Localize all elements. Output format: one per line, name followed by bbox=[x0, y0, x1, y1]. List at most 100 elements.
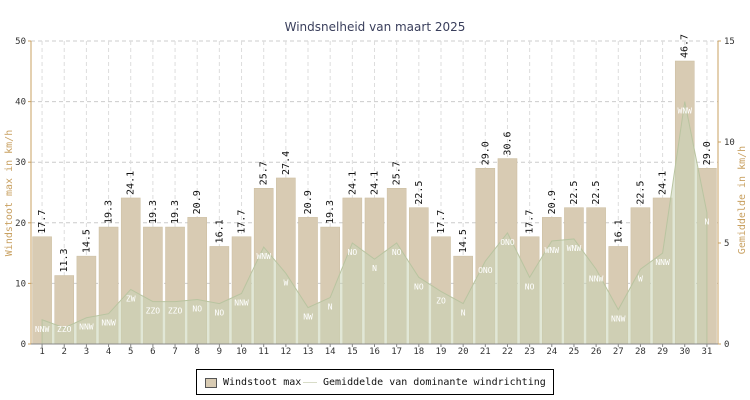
x-tick-label: 21 bbox=[480, 347, 491, 357]
value-label: 16.1 bbox=[214, 219, 225, 243]
direction-label: ZZO bbox=[146, 307, 161, 316]
value-label: 22.5 bbox=[414, 181, 425, 205]
x-tick-label: 20 bbox=[458, 347, 469, 357]
direction-label: WNW bbox=[256, 252, 271, 261]
x-tick-label: 5 bbox=[128, 347, 133, 357]
direction-label: N bbox=[328, 303, 333, 312]
y2-axis-label: Gemiddelde in km/h bbox=[737, 146, 748, 254]
x-tick-label: 19 bbox=[436, 347, 447, 357]
value-label: 24.1 bbox=[126, 171, 137, 195]
chart-title: Windsnelheid van maart 2025 bbox=[285, 20, 466, 34]
value-label: 22.5 bbox=[591, 181, 602, 205]
y-axis-label: Windstoot max in km/h bbox=[4, 130, 15, 256]
x-tick-label: 9 bbox=[217, 347, 222, 357]
y-tick-label: 0 bbox=[21, 340, 26, 350]
direction-label: WNW bbox=[545, 246, 560, 255]
direction-label: N bbox=[461, 309, 466, 318]
y-tick-label: 50 bbox=[15, 37, 26, 47]
y-tick-label: 10 bbox=[15, 279, 26, 289]
direction-label: NNW bbox=[589, 274, 604, 283]
value-label: 24.1 bbox=[347, 171, 358, 195]
value-label: 20.9 bbox=[192, 190, 203, 214]
direction-label: NNW bbox=[79, 323, 94, 332]
value-label: 17.7 bbox=[525, 210, 536, 234]
direction-label: ONO bbox=[500, 238, 515, 247]
x-tick-label: 15 bbox=[347, 347, 358, 357]
x-tick-label: 8 bbox=[194, 347, 199, 357]
y2-tick-label: 5 bbox=[724, 239, 729, 249]
direction-label: ZW bbox=[126, 294, 136, 303]
direction-label: ZZO bbox=[57, 325, 72, 334]
direction-label: NO bbox=[192, 305, 202, 314]
value-label: 29.0 bbox=[702, 141, 713, 165]
x-tick-label: 23 bbox=[524, 347, 535, 357]
x-tick-label: 16 bbox=[369, 347, 380, 357]
direction-label: NNW bbox=[611, 315, 626, 324]
y-tick-label: 20 bbox=[15, 219, 26, 229]
x-tick-label: 26 bbox=[591, 347, 602, 357]
x-tick-label: 18 bbox=[413, 347, 424, 357]
value-label: 27.4 bbox=[281, 151, 292, 175]
direction-label: NNW bbox=[234, 299, 249, 308]
direction-label: N bbox=[705, 218, 710, 227]
x-tick-label: 28 bbox=[635, 347, 646, 357]
y-tick-labels: 0 10 20 30 40 50 bbox=[15, 37, 31, 350]
value-label: 29.0 bbox=[480, 141, 491, 165]
value-label: 46.7 bbox=[680, 34, 691, 58]
direction-label: ZO bbox=[436, 296, 446, 305]
direction-label: ONO bbox=[478, 266, 493, 275]
x-tick-label: 25 bbox=[569, 347, 580, 357]
direction-label: NO bbox=[414, 282, 424, 291]
direction-label: NO bbox=[525, 282, 535, 291]
legend-label-gust: Windstoot max bbox=[223, 377, 302, 388]
value-label: 14.5 bbox=[458, 229, 469, 253]
direction-label: NO bbox=[348, 248, 358, 257]
x-tick-label: 4 bbox=[106, 347, 111, 357]
legend-item-average: Gemiddelde van dominante windrichting bbox=[303, 377, 546, 388]
direction-label: N bbox=[372, 264, 377, 273]
x-tick-label: 1 bbox=[39, 347, 44, 357]
value-label: 24.1 bbox=[370, 171, 381, 195]
x-tick-label: 14 bbox=[325, 347, 336, 357]
direction-label: NO bbox=[215, 309, 225, 318]
y2-tick-label: 10 bbox=[724, 138, 735, 148]
value-label: 11.3 bbox=[59, 248, 70, 272]
direction-label: NW bbox=[303, 313, 313, 322]
value-label: 17.7 bbox=[436, 210, 447, 234]
legend-swatch-line bbox=[303, 382, 317, 383]
value-labels: 17.7 11.3 14.5 19.3 24.1 19.3 19.3 20.9 16.1 17.7… bbox=[37, 34, 713, 273]
x-tick-label: 2 bbox=[62, 347, 67, 357]
value-label: 25.7 bbox=[392, 161, 403, 185]
x-tick-label: 7 bbox=[172, 347, 177, 357]
x-tick-labels: 1 2 3 4 5 6 7 8 9 10 11 12 13 14 15 16 17 18 19 20 21 22 23 24 2… bbox=[39, 344, 712, 357]
x-tick-label: 6 bbox=[150, 347, 155, 357]
x-tick-label: 29 bbox=[657, 347, 668, 357]
y-tick-label: 40 bbox=[15, 98, 26, 108]
x-tick-label: 27 bbox=[613, 347, 624, 357]
x-tick-label: 12 bbox=[280, 347, 291, 357]
y-tick-label: 30 bbox=[15, 158, 26, 168]
value-label: 24.1 bbox=[658, 171, 669, 195]
value-label: 20.9 bbox=[547, 190, 558, 214]
direction-label: WNW bbox=[678, 107, 693, 116]
direction-label: ZZO bbox=[168, 307, 183, 316]
direction-label: W bbox=[638, 274, 643, 283]
direction-label: NO bbox=[392, 248, 402, 257]
x-tick-label: 22 bbox=[502, 347, 513, 357]
legend: Windstoot max Gemiddelde van dominante w… bbox=[196, 369, 554, 395]
average-area bbox=[41, 101, 708, 345]
x-tick-label: 11 bbox=[258, 347, 269, 357]
direction-label: W bbox=[283, 278, 288, 287]
value-label: 19.3 bbox=[325, 200, 336, 224]
value-label: 14.5 bbox=[81, 229, 92, 253]
value-label: 16.1 bbox=[613, 219, 624, 243]
direction-label: NNW bbox=[35, 325, 50, 334]
legend-swatch-bar bbox=[205, 377, 217, 388]
legend-label-average: Gemiddelde van dominante windrichting bbox=[323, 377, 546, 388]
x-tick-label: 24 bbox=[546, 347, 557, 357]
x-tick-label: 17 bbox=[391, 347, 402, 357]
value-label: 19.3 bbox=[148, 200, 159, 224]
value-label: 25.7 bbox=[259, 161, 270, 185]
